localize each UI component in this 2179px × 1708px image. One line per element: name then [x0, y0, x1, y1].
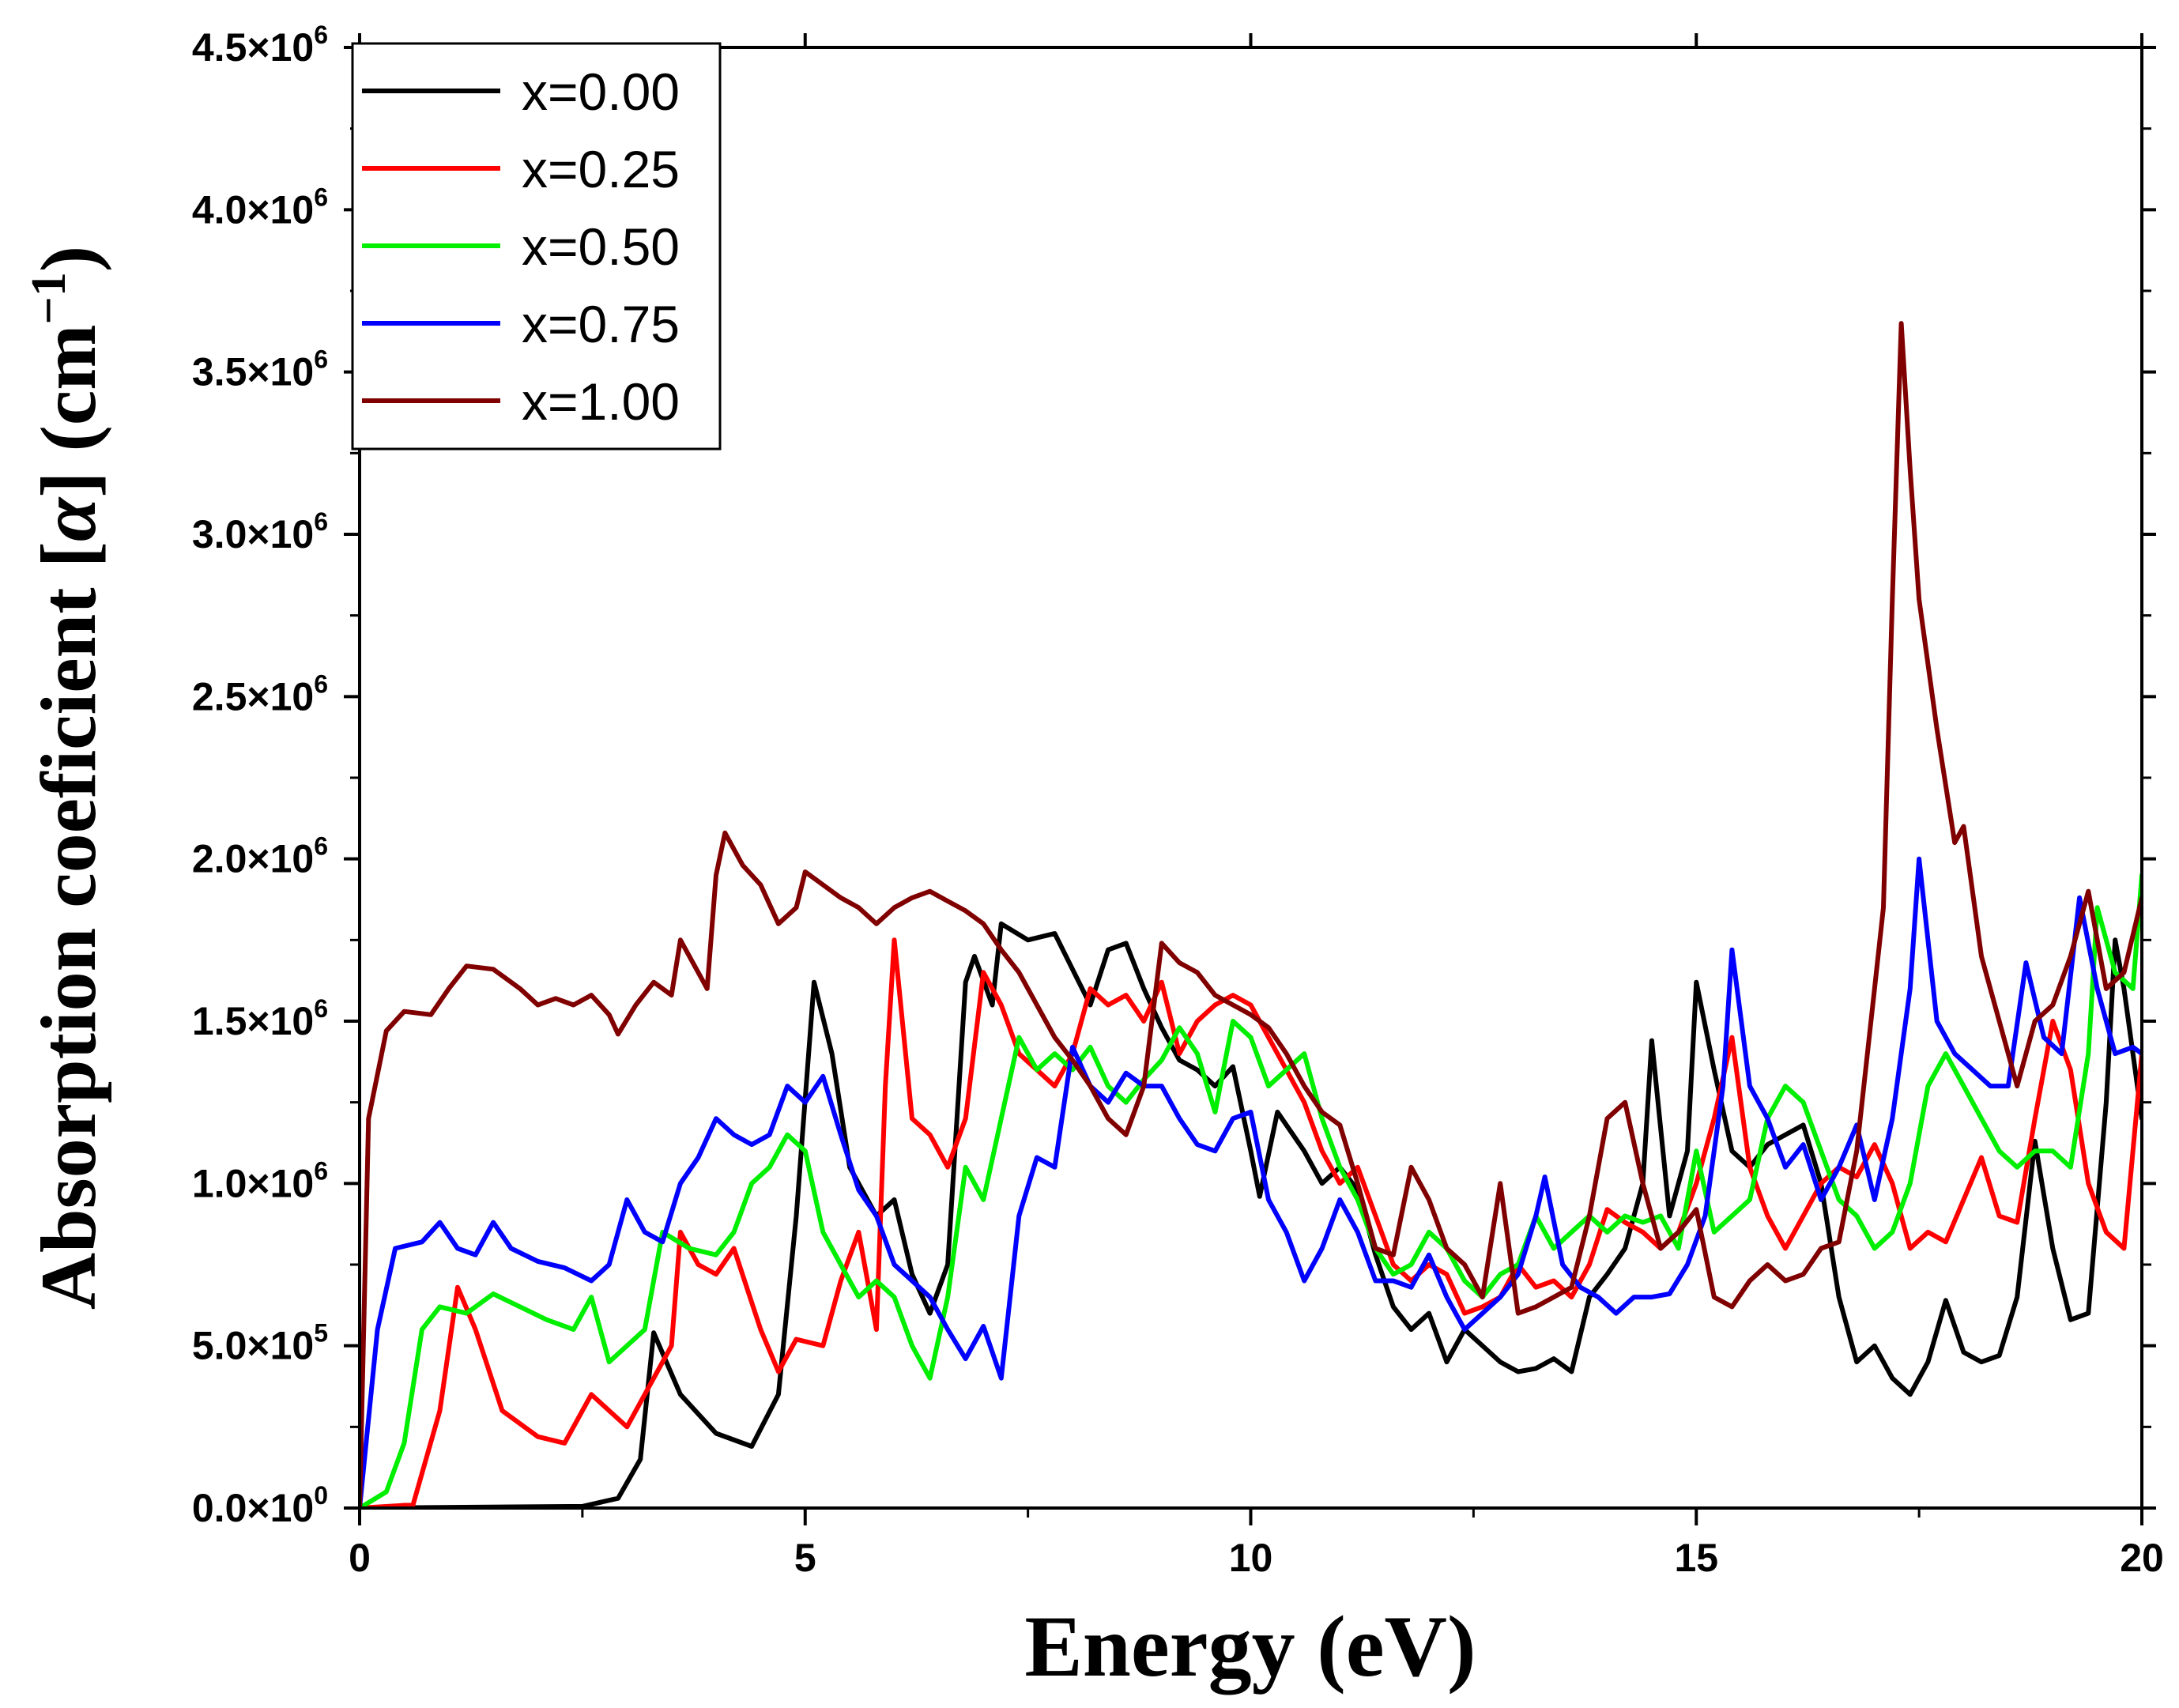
series-group [360, 321, 2142, 1508]
series-line-x=0.50 [360, 873, 2142, 1508]
y-tick-label: 2.5×106 [192, 669, 328, 718]
x-tick-label: 5 [794, 1536, 816, 1580]
y-tick-label: 0.0×100 [192, 1481, 328, 1530]
series-line-x=1.00 [360, 321, 2142, 1508]
y-tick-label: 5.0×105 [192, 1319, 328, 1368]
legend-label: x=0.50 [522, 217, 680, 276]
y-axis-title: Absorption coeficient [α] (cm−1) [22, 246, 112, 1310]
y-tick-label: 4.5×106 [192, 21, 328, 70]
y-tick-label: 3.5×106 [192, 345, 328, 394]
legend-label: x=0.75 [522, 295, 680, 353]
y-axis-title-close: ) [25, 246, 112, 272]
y-axis-title-unit: ] (cm [25, 324, 112, 497]
series-line-x=0.25 [360, 937, 2142, 1508]
x-tick-label: 20 [2120, 1536, 2164, 1580]
x-tick-label: 15 [1674, 1536, 1718, 1580]
legend-label: x=1.00 [522, 372, 680, 431]
x-tick-label: 0 [349, 1536, 371, 1580]
legend-label: x=0.25 [522, 140, 680, 198]
series-line-x=0.75 [360, 856, 2142, 1508]
y-tick-label: 2.0×106 [192, 832, 328, 881]
y-tick-label: 1.5×106 [192, 994, 328, 1043]
y-axis-title-main: Absorption coeficient [ [25, 541, 112, 1310]
series-line-x=0.00 [360, 921, 2142, 1508]
x-axis-title: Energy (eV) [1024, 1598, 1476, 1695]
y-axis-title-superscript: −1 [22, 272, 76, 324]
ticks-group: 0 5 10 15 20 0.0×100 5.0×105 1.0×106 1.5×106 2.0×… [192, 21, 2164, 1580]
y-tick-label: 3.0×106 [192, 507, 328, 556]
legend: x=0.00 x=0.25 x=0.50 x=0.75 x=1.00 [351, 42, 722, 451]
y-tick-label: 1.0×106 [192, 1156, 328, 1205]
y-tick-label: 4.0×106 [192, 183, 328, 232]
y-axis-title-symbol: α [25, 496, 112, 541]
legend-label: x=0.00 [522, 62, 680, 121]
x-tick-label: 10 [1229, 1536, 1273, 1580]
